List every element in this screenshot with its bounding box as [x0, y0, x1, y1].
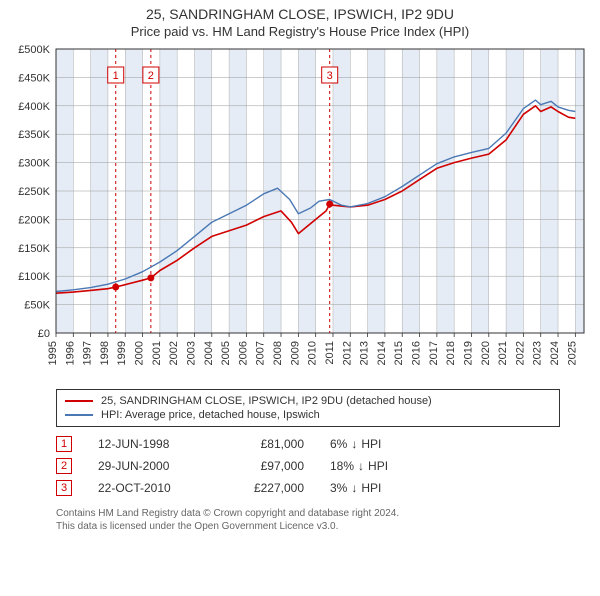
attribution-line: This data is licensed under the Open Gov…	[56, 520, 560, 533]
transaction-price: £227,000	[224, 481, 304, 495]
svg-text:2019: 2019	[462, 341, 474, 365]
transaction-price: £97,000	[224, 459, 304, 473]
transaction-marker-badge: 1	[56, 436, 72, 452]
svg-text:2001: 2001	[151, 341, 163, 365]
svg-text:2023: 2023	[532, 341, 544, 365]
svg-text:2011: 2011	[324, 341, 336, 365]
svg-text:2003: 2003	[185, 341, 197, 365]
svg-text:2012: 2012	[341, 341, 353, 365]
svg-text:2015: 2015	[393, 341, 405, 365]
svg-text:£400K: £400K	[18, 101, 50, 113]
svg-text:2: 2	[148, 70, 154, 82]
svg-text:2021: 2021	[497, 341, 509, 365]
svg-text:£200K: £200K	[18, 214, 50, 226]
svg-text:2009: 2009	[289, 341, 301, 365]
svg-text:£500K: £500K	[18, 44, 50, 56]
transaction-row: 2 29-JUN-2000 £97,000 18% ↓ HPI	[56, 455, 560, 477]
svg-text:2025: 2025	[566, 341, 578, 365]
svg-text:£150K: £150K	[18, 243, 50, 255]
legend-entry-price-paid: 25, SANDRINGHAM CLOSE, IPSWICH, IP2 9DU …	[65, 394, 551, 408]
svg-text:2002: 2002	[168, 341, 180, 365]
transaction-row: 1 12-JUN-1998 £81,000 6% ↓ HPI	[56, 433, 560, 455]
chart-title: 25, SANDRINGHAM CLOSE, IPSWICH, IP2 9DU	[0, 6, 600, 22]
legend-swatch	[65, 400, 93, 402]
svg-text:2014: 2014	[376, 341, 388, 365]
svg-text:3: 3	[327, 70, 333, 82]
svg-text:£250K: £250K	[18, 186, 50, 198]
svg-text:1999: 1999	[116, 341, 128, 365]
legend-label: HPI: Average price, detached house, Ipsw…	[101, 409, 320, 421]
transaction-price: £81,000	[224, 437, 304, 451]
transaction-row: 3 22-OCT-2010 £227,000 3% ↓ HPI	[56, 477, 560, 499]
svg-text:1998: 1998	[99, 341, 111, 365]
svg-text:1997: 1997	[82, 341, 94, 365]
svg-text:2007: 2007	[255, 341, 267, 365]
svg-text:2018: 2018	[445, 341, 457, 365]
arrow-down-icon: ↓	[351, 481, 357, 495]
transaction-marker-badge: 3	[56, 480, 72, 496]
svg-text:£350K: £350K	[18, 129, 50, 141]
transaction-date: 12-JUN-1998	[98, 437, 198, 451]
transaction-marker-badge: 2	[56, 458, 72, 474]
svg-text:2016: 2016	[411, 341, 423, 365]
svg-text:2013: 2013	[359, 341, 371, 365]
chart-area: £0 £50K £100K £150K £200K £250K £300K £350K £400…	[0, 43, 600, 383]
line-chart: £0 £50K £100K £150K £200K £250K £300K £350K £400…	[0, 43, 600, 383]
legend-label: 25, SANDRINGHAM CLOSE, IPSWICH, IP2 9DU …	[101, 395, 432, 407]
svg-text:1995: 1995	[47, 341, 59, 365]
svg-text:£50K: £50K	[24, 300, 50, 312]
legend: 25, SANDRINGHAM CLOSE, IPSWICH, IP2 9DU …	[56, 389, 560, 427]
legend-swatch	[65, 414, 93, 416]
svg-text:2022: 2022	[514, 341, 526, 365]
transaction-delta: 6% ↓ HPI	[330, 437, 381, 451]
svg-text:£300K: £300K	[18, 158, 50, 170]
svg-text:2024: 2024	[549, 341, 561, 365]
svg-text:2010: 2010	[307, 341, 319, 365]
transaction-delta: 18% ↓ HPI	[330, 459, 388, 473]
svg-text:2020: 2020	[480, 341, 492, 365]
svg-text:£450K: £450K	[18, 72, 50, 84]
transaction-delta: 3% ↓ HPI	[330, 481, 381, 495]
legend-entry-hpi: HPI: Average price, detached house, Ipsw…	[65, 408, 551, 422]
svg-text:1: 1	[113, 70, 119, 82]
svg-text:1996: 1996	[64, 341, 76, 365]
transaction-date: 22-OCT-2010	[98, 481, 198, 495]
svg-text:2017: 2017	[428, 341, 440, 365]
svg-text:2000: 2000	[134, 341, 146, 365]
svg-text:£100K: £100K	[18, 271, 50, 283]
transaction-table: 1 12-JUN-1998 £81,000 6% ↓ HPI 2 29-JUN-…	[56, 433, 560, 499]
arrow-down-icon: ↓	[358, 459, 364, 473]
attribution-line: Contains HM Land Registry data © Crown c…	[56, 507, 560, 520]
svg-text:2004: 2004	[203, 341, 215, 365]
svg-text:£0: £0	[38, 328, 50, 340]
arrow-down-icon: ↓	[351, 437, 357, 451]
svg-text:2008: 2008	[272, 341, 284, 365]
svg-text:2006: 2006	[237, 341, 249, 365]
svg-text:2005: 2005	[220, 341, 232, 365]
attribution: Contains HM Land Registry data © Crown c…	[56, 507, 560, 533]
transaction-date: 29-JUN-2000	[98, 459, 198, 473]
chart-subtitle: Price paid vs. HM Land Registry's House …	[0, 24, 600, 39]
